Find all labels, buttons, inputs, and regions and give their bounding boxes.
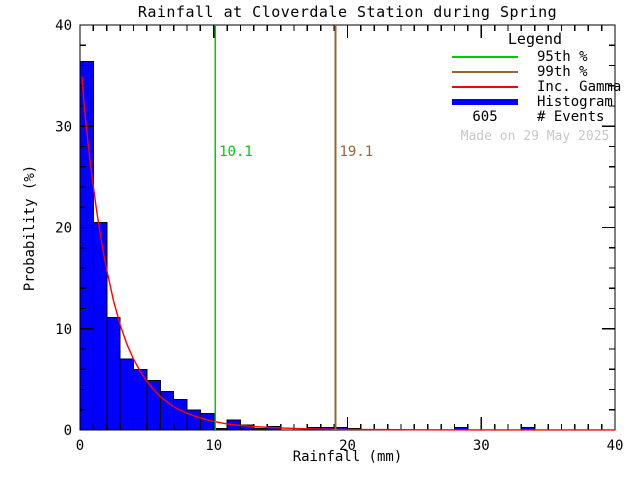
legend-item-label: Histogram <box>537 93 613 110</box>
histogram-bar <box>186 409 201 431</box>
y-tick-label: 10 <box>55 322 72 338</box>
x-tick-label: 0 <box>76 438 84 454</box>
legend-item-event-count: 605 # Events <box>448 108 622 125</box>
x-tick-label: 30 <box>473 438 490 454</box>
y-tick-label: 40 <box>55 18 72 34</box>
x-tick-label: 10 <box>205 438 222 454</box>
99th-percentile-label: 19.1 <box>339 144 373 160</box>
histogram-bar <box>79 60 94 431</box>
y-tick-label: 30 <box>55 119 72 135</box>
legend-item-label: Inc. Gamma <box>537 78 622 95</box>
legend-item-label: # Events <box>537 108 605 125</box>
legend-item-95th-percentile: 95th % <box>448 48 622 65</box>
gamma-fit-curve <box>81 76 616 431</box>
x-tick-label: 20 <box>339 438 356 454</box>
95th-percentile-swatch <box>452 55 518 58</box>
y-axis-title: Probability (%) <box>22 164 38 292</box>
histogram-swatch <box>452 98 518 105</box>
legend-item-histogram: Histogram <box>448 93 622 110</box>
99th-percentile-swatch <box>452 70 518 73</box>
x-tick-label: 40 <box>607 438 624 454</box>
legend-date-note: Made on 29 May 2025 <box>460 129 610 144</box>
histogram-bar <box>119 358 134 431</box>
legend-swatch-area <box>448 85 522 88</box>
histogram-bar <box>92 221 108 431</box>
legend-title: Legend <box>507 30 563 48</box>
legend-swatch-area <box>448 98 522 105</box>
legend-swatch-area <box>448 70 522 73</box>
legend-item-label: 99th % <box>537 63 588 80</box>
legend-item-99th-percentile: 99th % <box>448 63 622 80</box>
y-tick-label: 20 <box>55 221 72 237</box>
legend-event-count-value: 605 <box>472 108 498 125</box>
histogram-bar <box>106 317 121 431</box>
legend-item-label: 95th % <box>537 48 588 65</box>
y-tick-label: 0 <box>64 423 72 439</box>
legend-items: 95th % 99th % Inc. Gamma Histogram 605 # Even… <box>448 48 622 125</box>
x-axis-title: Rainfall (mm) <box>292 449 403 465</box>
legend-item-gamma-fit: Inc. Gamma <box>448 78 622 95</box>
chart-title: Rainfall at Cloverdale Station during Sp… <box>137 3 558 21</box>
gamma-fit-swatch <box>452 85 518 88</box>
legend: Legend 95th % 99th % Inc. Gamma Histogram 60… <box>448 30 622 144</box>
95th-percentile-label: 10.1 <box>219 144 253 160</box>
histogram-bar <box>173 399 188 431</box>
legend-swatch-area <box>448 55 522 58</box>
histogram-bar <box>146 379 161 431</box>
